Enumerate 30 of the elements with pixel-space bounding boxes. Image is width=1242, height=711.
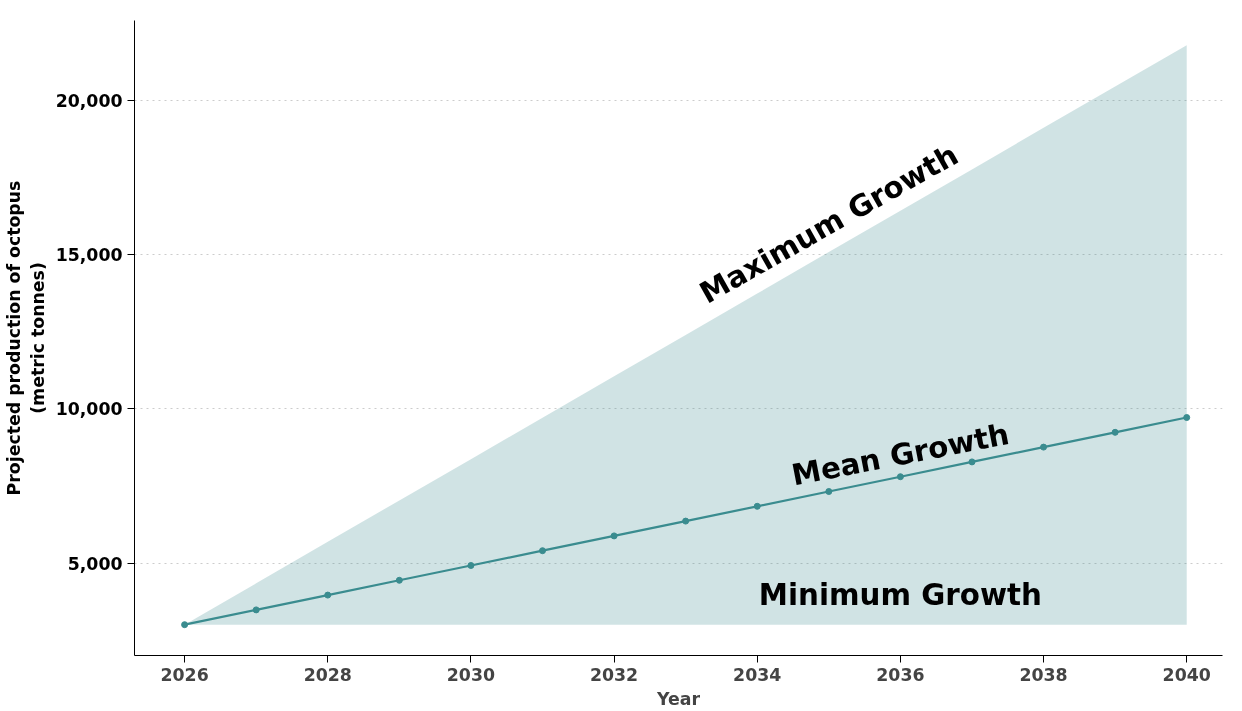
point [610,532,618,540]
x-tick-label: 2030 [446,664,496,685]
point [1040,443,1048,451]
x-tick-label: 2028 [303,664,352,685]
point [825,488,833,495]
point [252,606,260,614]
point [753,502,761,510]
point [467,562,475,569]
x-tick-label: 2036 [876,664,925,685]
point [682,517,690,525]
point [395,576,403,584]
point [539,547,546,555]
x-axis-title: Year [656,688,701,709]
point [324,591,332,599]
annotation: Mean Growth [788,416,1012,493]
x-tick-label: 2034 [733,664,782,685]
point [896,473,904,481]
y-tick-label: 15,000 [55,245,123,266]
x-tick-label: 2040 [1162,664,1211,685]
x-tick-label: 2032 [589,664,639,685]
y-tick-label: 5,000 [67,553,123,574]
y-tick-label: 10,000 [55,399,123,420]
point [1183,414,1191,422]
point [1111,428,1119,436]
y-tick-label: 20,000 [55,91,123,112]
point [181,621,189,629]
x-tick-label: 2038 [1019,664,1068,685]
y-axis-title: Projected production of octopus (metric tonnes) [3,180,48,496]
annotation: Minimum Growth [758,577,1042,612]
x-tick-label: 2026 [160,664,209,685]
